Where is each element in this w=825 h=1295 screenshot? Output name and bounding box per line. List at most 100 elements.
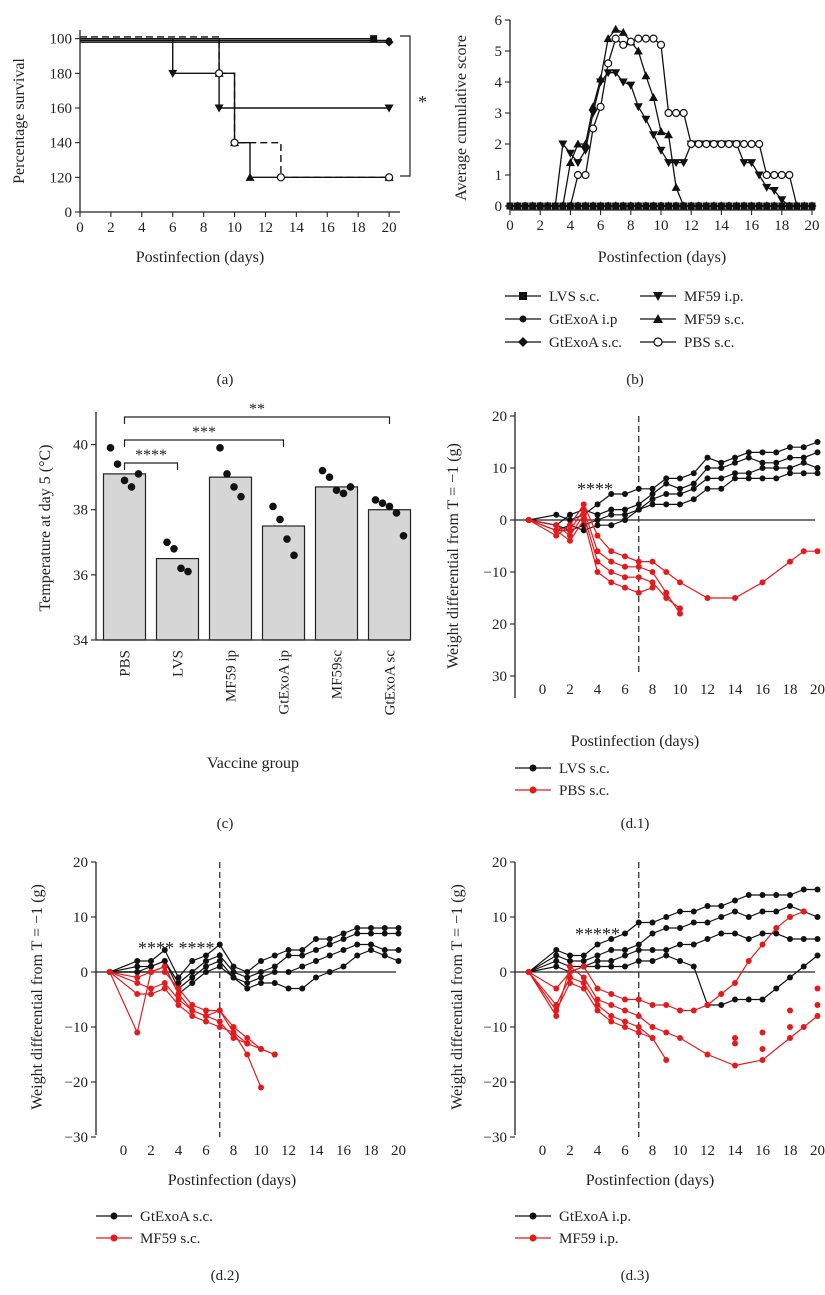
- pd3-xtick-label: 6: [621, 1143, 629, 1159]
- pd2-point: [395, 930, 402, 937]
- panel-a-xtick-label: 4: [138, 220, 146, 236]
- panel-b-ytick-label: 4: [495, 75, 503, 91]
- panel-b-point: [603, 34, 613, 43]
- pd3-point: [649, 1024, 656, 1030]
- pd2-point: [244, 980, 251, 986]
- pd2-point: [161, 985, 168, 992]
- panel-a-marks: [80, 35, 394, 182]
- panel-b-point: [762, 183, 772, 192]
- panel-b-point: [724, 139, 734, 149]
- pd3-ytick-label: 20: [492, 855, 507, 871]
- pd2-series-line: [109, 971, 248, 1044]
- pd1-point: [690, 485, 697, 492]
- pd3-point: [663, 1029, 670, 1036]
- panel-a-point: [384, 173, 394, 182]
- pd2-point: [230, 974, 237, 981]
- pd1-point: [567, 517, 573, 523]
- pd1-xtick-label: 18: [783, 682, 798, 698]
- pd2-point: [203, 952, 209, 959]
- pd2-point: [216, 1024, 223, 1030]
- pd1-point: [608, 491, 615, 497]
- pd2-ytick-label: −20: [65, 1075, 88, 1091]
- panel-c-point: [127, 483, 136, 491]
- panel-a-label: (a): [217, 372, 234, 388]
- pd2-point: [203, 958, 209, 964]
- pd1-legend-label: PBS s.c.: [559, 783, 609, 799]
- pd1-point: [677, 605, 683, 612]
- panel-b-point: [762, 170, 771, 180]
- panel-d2-legend: GtExoA s.c. MF59 s.c.: [96, 1209, 213, 1247]
- pd2-point: [189, 974, 196, 981]
- panel-a-xtick-label: 20: [382, 220, 397, 236]
- panel-a-ytick-label: 120: [50, 170, 73, 186]
- pd1-point: [787, 444, 793, 451]
- panel-c-bar: [314, 486, 359, 641]
- pd3-point: [525, 969, 532, 975]
- pd3-point: [677, 958, 683, 964]
- pd2-legend-marker: [110, 1234, 118, 1242]
- pd3-point: [553, 947, 560, 953]
- panel-d2-marks: [96, 862, 402, 1137]
- pd3-point: [663, 1057, 670, 1063]
- pd2-xtick-label: 14: [309, 1143, 325, 1159]
- panel-c-point: [177, 564, 185, 573]
- panel-b-point: [702, 139, 711, 149]
- panel-c-point: [223, 470, 231, 478]
- pd3-point: [635, 958, 642, 964]
- pd2-series-line: [109, 965, 262, 1088]
- panel-b-point: [565, 158, 575, 167]
- panel-d3-label: (d.3): [621, 1268, 650, 1284]
- pd3-point: [759, 930, 766, 937]
- pd3-point: [594, 1007, 601, 1014]
- panel-b-series-line: [510, 37, 812, 207]
- pd2-point: [354, 941, 361, 948]
- pd3-point: [759, 996, 766, 1003]
- panel-c-point: [170, 545, 178, 553]
- pd1-point: [787, 465, 793, 471]
- pd3-legend-marker: [529, 1234, 537, 1242]
- panel-b-point: [573, 201, 583, 211]
- pd1-point: [567, 511, 573, 518]
- pd2-point: [354, 925, 361, 931]
- pd2-point: [148, 963, 154, 970]
- pd2-point: [285, 947, 292, 953]
- pd3-point: [718, 991, 725, 997]
- pd3-point: [732, 996, 738, 1003]
- pd1-point: [745, 449, 752, 456]
- pd3-point: [787, 1007, 793, 1014]
- panel-b-point: [604, 59, 613, 68]
- pd2-point: [354, 930, 361, 937]
- panel-d1-legend: LVS s.c. PBS s.c.: [515, 761, 610, 799]
- panel-b-point: [679, 108, 688, 118]
- panel-b-label: (b): [626, 372, 644, 388]
- pd3-point: [814, 936, 821, 942]
- panel-a-xtick-label: 2: [107, 220, 115, 236]
- pd2-point: [368, 947, 374, 953]
- panel-b-xlabel: Postinfection (days): [598, 249, 726, 266]
- pd3-point: [787, 936, 793, 942]
- pd3-point: [594, 958, 601, 964]
- panel-a-point: [384, 37, 394, 47]
- pd3-point: [622, 947, 628, 953]
- panel-b-legend: LVS s.c. GtExoA i.p GtExoA s.c. MF59 i.p. MF…: [505, 289, 744, 351]
- pd1-xtick-label: 2: [566, 682, 574, 698]
- pd3-point: [622, 1007, 628, 1014]
- pd2-point: [203, 1007, 209, 1014]
- pd1-point: [814, 439, 821, 445]
- pd1-point: [553, 522, 560, 529]
- panel-a-xtick-label: 8: [200, 220, 208, 236]
- pd3-point: [677, 1035, 683, 1041]
- panel-a-ytick-label: 160: [50, 101, 73, 117]
- pd2-point: [299, 947, 306, 953]
- pd1-point: [594, 548, 601, 555]
- panel-b-point: [671, 108, 681, 118]
- pd3-point: [594, 1002, 601, 1008]
- panel-b-point: [581, 170, 590, 180]
- panel-c-category-label: GtExoA ip: [277, 650, 293, 715]
- panel-c-ytick-label: 38: [73, 503, 88, 519]
- pd3-point: [553, 963, 560, 970]
- panel-b-point: [769, 187, 779, 195]
- pd2-point: [381, 925, 388, 931]
- pd2-legend-marker: [110, 1212, 118, 1220]
- pd3-point: [635, 1024, 642, 1030]
